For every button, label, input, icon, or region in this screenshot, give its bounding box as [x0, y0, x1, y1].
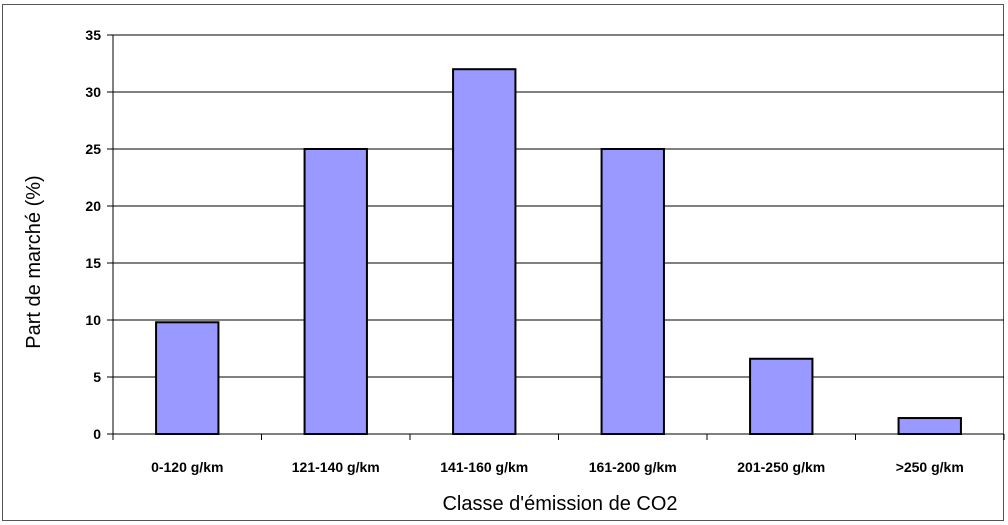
y-tick-label: 5 — [93, 369, 101, 385]
y-tick-labels: 0 5 10 15 20 25 30 35 — [85, 27, 101, 442]
y-tick-label: 15 — [85, 255, 101, 271]
y-axis-title: Part de marché (%) — [23, 175, 45, 348]
x-tick-label: 161-200 g/km — [589, 459, 677, 475]
y-tick-label: 0 — [93, 426, 101, 442]
x-tick-label: 121-140 g/km — [292, 459, 380, 475]
y-tick-label: 25 — [85, 141, 101, 157]
bar — [600, 148, 665, 435]
y-tick-label: 20 — [85, 198, 101, 214]
x-axis-title: Classe d'émission de CO2 — [442, 493, 677, 515]
bar — [155, 321, 220, 435]
gridlines — [113, 34, 1004, 378]
x-tick-label: 0-120 g/km — [151, 459, 223, 475]
bar — [303, 148, 368, 435]
bars — [155, 68, 962, 436]
x-tick-labels: 0-120 g/km 121-140 g/km 141-160 g/km 161-20… — [151, 459, 964, 475]
y-tick-label: 30 — [85, 84, 101, 100]
axes — [107, 34, 1005, 440]
x-tick-label: 141-160 g/km — [440, 459, 528, 475]
y-tick-label: 10 — [85, 312, 101, 328]
bar — [452, 68, 517, 435]
bar — [749, 357, 814, 436]
bar — [897, 417, 962, 436]
x-tick-label: 201-250 g/km — [737, 459, 825, 475]
y-tick-label: 35 — [85, 27, 101, 43]
x-tick-label: >250 g/km — [896, 459, 964, 475]
